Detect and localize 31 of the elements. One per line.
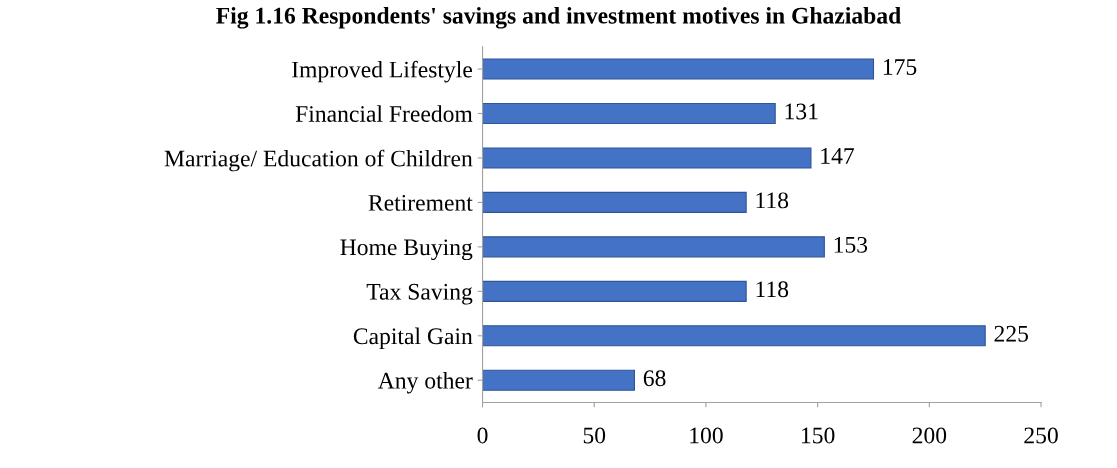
bar xyxy=(482,280,747,302)
y-tick-label: Marriage/ Education of Children xyxy=(164,149,473,172)
y-tick-label: Any other xyxy=(377,372,473,394)
data-label: 131 xyxy=(785,103,818,120)
y-tick-label: Retirement xyxy=(368,194,473,211)
x-tick-label: 200 xyxy=(912,427,947,444)
bar xyxy=(482,58,875,80)
data-label: 68 xyxy=(643,370,666,387)
data-label: 225 xyxy=(994,325,1029,342)
data-label: 175 xyxy=(883,59,917,75)
bar xyxy=(482,236,825,258)
y-tick-label: Tax Saving xyxy=(366,283,473,305)
y-tick-label: Improved Lifestyle xyxy=(292,60,472,83)
data-label: 118 xyxy=(756,192,789,209)
data-label: 153 xyxy=(834,236,868,253)
y-tick-label: Capital Gain xyxy=(353,327,473,350)
x-tick-label: 50 xyxy=(583,427,606,444)
bar xyxy=(482,369,636,391)
bar xyxy=(482,325,986,347)
x-tick-label: 0 xyxy=(477,427,488,444)
x-tick-label: 150 xyxy=(802,427,835,444)
data-label: 147 xyxy=(821,148,855,164)
bar xyxy=(482,147,812,169)
x-tick-label: 100 xyxy=(690,427,723,444)
data-label: 118 xyxy=(756,281,789,298)
bar xyxy=(482,191,747,213)
chart-title: Fig 1.16 Respondents' savings and investment motives in Ghaziabad xyxy=(216,7,901,29)
bar xyxy=(482,102,776,125)
y-tick-label: Home Buying xyxy=(340,239,473,261)
y-tick-label: Financial Freedom xyxy=(295,105,473,122)
x-tick-label: 250 xyxy=(1024,427,1058,444)
